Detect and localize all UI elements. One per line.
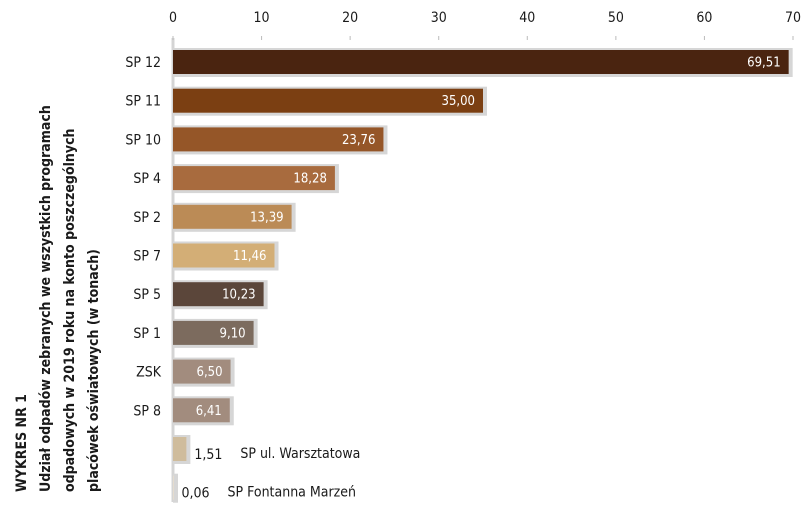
y-tick-label: SP 11 xyxy=(125,94,161,110)
x-tick-label: 70 xyxy=(785,10,801,26)
y-tick-label: SP 5 xyxy=(133,287,161,303)
subtitle: placówek oświatowych (w tonach) xyxy=(86,249,102,492)
value-label: 35,00 xyxy=(442,94,475,109)
x-tick-label: 0 xyxy=(169,10,177,26)
value-label: 69,51 xyxy=(747,56,780,71)
bar xyxy=(173,243,275,268)
category-label: SP Fontanna Marzeń xyxy=(228,485,356,501)
bar xyxy=(173,88,483,113)
bar xyxy=(173,204,292,229)
value-label: 9,10 xyxy=(220,326,246,341)
y-tick-label: SP 12 xyxy=(125,55,161,71)
x-tick-label: 40 xyxy=(519,10,535,26)
title-group: WYKRES NR 1 Udział odpadów zebranych we … xyxy=(14,105,102,492)
bar xyxy=(173,282,264,307)
value-label: 23,76 xyxy=(342,133,375,148)
x-tick-label: 20 xyxy=(342,10,358,26)
value-label: 1,51 xyxy=(194,447,222,463)
category-label: SP ul. Warsztatowa xyxy=(240,446,360,462)
y-tick-label: ZSK xyxy=(136,365,162,381)
value-label: 13,39 xyxy=(250,210,283,225)
bar xyxy=(173,475,174,500)
value-label: 11,46 xyxy=(233,249,266,264)
subtitle: odpadowych w 2019 roku na konto poszczeg… xyxy=(62,128,78,492)
y-tick-label: SP 7 xyxy=(133,249,161,265)
y-tick-label: SP 10 xyxy=(125,132,161,148)
x-tick-label: 10 xyxy=(254,10,270,26)
value-label: 18,28 xyxy=(293,172,326,187)
x-tick-label: 60 xyxy=(696,10,712,26)
subtitle: Udział odpadów zebranych we wszystkich p… xyxy=(38,105,54,492)
bar xyxy=(173,50,789,74)
y-tick-label: SP 8 xyxy=(133,403,161,419)
chart-title: WYKRES NR 1 xyxy=(14,394,30,492)
y-tick-label: SP 1 xyxy=(133,326,161,342)
x-tick-label: 30 xyxy=(431,10,447,26)
bar xyxy=(173,127,384,152)
y-tick-label: SP 2 xyxy=(133,210,161,226)
bar xyxy=(173,437,187,461)
bar xyxy=(173,166,335,191)
bar xyxy=(173,320,254,345)
bar xyxy=(173,398,230,423)
y-tick-label: SP 4 xyxy=(133,171,161,187)
value-label: 6,41 xyxy=(196,404,222,419)
value-label: 6,50 xyxy=(197,365,223,380)
bar xyxy=(173,359,231,384)
value-label: 10,23 xyxy=(222,288,255,303)
value-label: 0,06 xyxy=(182,486,210,502)
x-tick-label: 50 xyxy=(608,10,624,26)
bar-shadow xyxy=(173,473,178,503)
